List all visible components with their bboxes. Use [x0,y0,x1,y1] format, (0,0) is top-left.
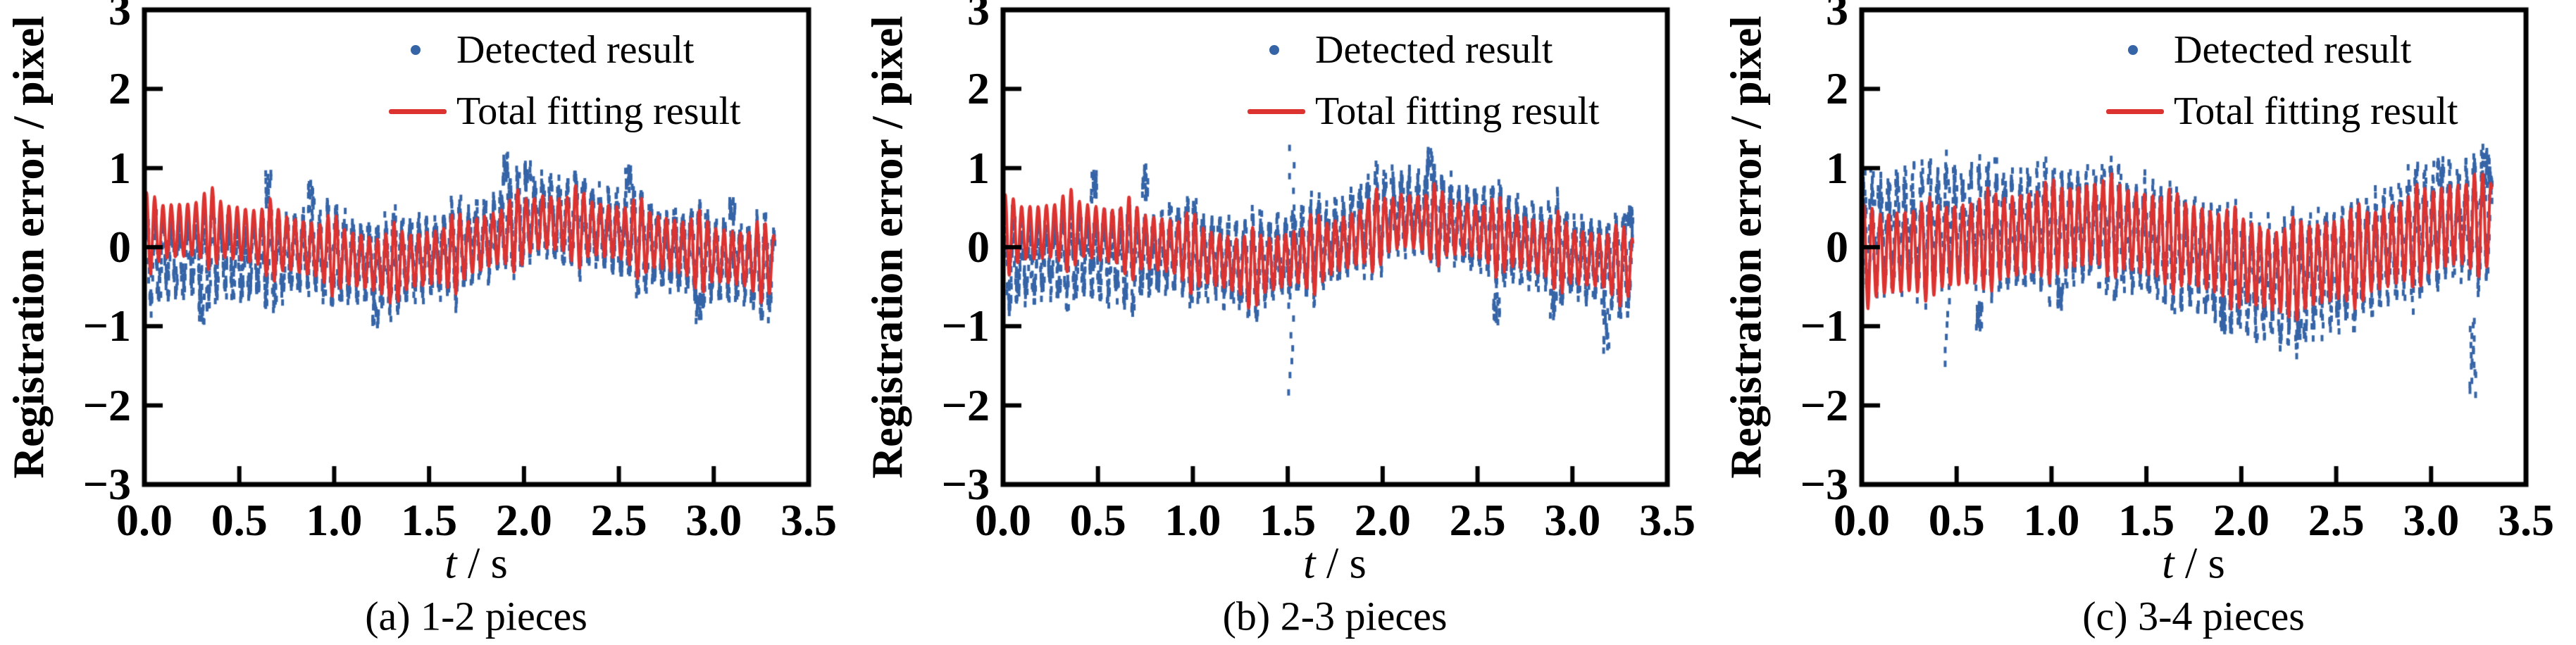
x-tick-label: 2.0 [1354,495,1411,545]
legend-label-detected: Detected result [2174,28,2412,72]
x-tick-label: 0.5 [1069,495,1126,545]
y-tick-label: −3 [1800,459,1848,509]
chart-panel-b: 3 2 1 0 −1 −2 −3 0.0 0.5 1.0 1.5 2.0 2.5 3.0 3.5 Regist… [859,0,1717,645]
y-tick-label: 2 [967,63,990,114]
y-tick-label: 0 [1826,222,1848,272]
x-tick-label: 3.0 [1544,495,1601,545]
chart-panel-c: 3 2 1 0 −1 −2 −3 0.0 0.5 1.0 1.5 2.0 2.5 3.0 3.5 Regist… [1717,0,2576,645]
x-axis-symbol: t [1303,539,1316,588]
y-tick-label: −1 [941,301,990,351]
y-tick-label: 1 [967,142,990,193]
y-tick-label: −1 [1800,301,1848,351]
x-tick-label: 2.5 [590,495,647,545]
x-axis-unit: / s [1315,539,1367,588]
y-axis-label: Registration error / pixel [5,15,54,479]
y-tick-label: 2 [108,63,131,114]
legend-label-fitting: Total fitting result [1315,89,1600,133]
x-tick-label: 1.0 [1164,495,1221,545]
y-tick-label: 2 [1826,63,1848,114]
plot-canvas [1717,0,2576,645]
y-tick-label: −2 [941,380,990,430]
y-tick-label: 1 [1826,142,1848,193]
y-tick-label: 1 [108,142,131,193]
x-tick-label: 3.5 [780,495,837,545]
subplot-caption: (b) 2-3 pieces [1222,593,1448,639]
x-axis-unit: / s [456,539,508,588]
x-tick-label: 1.5 [1259,495,1317,545]
x-tick-label: 2.5 [2308,495,2365,545]
legend-label-fitting: Total fitting result [456,89,741,133]
x-tick-label: 0.0 [116,495,173,545]
legend-label-fitting: Total fitting result [2174,89,2458,133]
legend-dot-marker [1269,45,1279,55]
y-tick-label: −1 [82,301,131,351]
x-tick-label: 2.0 [2213,495,2270,545]
x-tick-label: 1.0 [2023,495,2080,545]
y-tick-label: 3 [1826,0,1848,35]
x-tick-label: 1.0 [306,495,363,545]
y-axis-label: Registration error / pixel [1722,15,1771,479]
y-tick-label: 0 [967,222,990,272]
y-tick-label: 0 [108,222,131,272]
x-axis-label: t / s [2162,539,2225,589]
chart-panel-a: 3 2 1 0 −1 −2 −3 0.0 0.5 1.0 1.5 2.0 2.5 3.0 3.5 Regist… [0,0,859,645]
x-tick-label: 0.5 [1928,495,1985,545]
x-tick-label: 3.0 [685,495,742,545]
x-tick-label: 0.0 [1834,495,1890,545]
x-tick-label: 0.0 [975,495,1031,545]
x-tick-label: 2.5 [1449,495,1506,545]
legend-dot-marker [2128,45,2138,55]
x-axis-unit: / s [2174,539,2225,588]
x-axis-label: t / s [1303,539,1367,589]
x-axis-symbol: t [444,539,457,588]
y-tick-label: −2 [82,380,131,430]
y-tick-label: 3 [108,0,131,35]
y-tick-label: −2 [1800,380,1848,430]
legend-line-marker [1247,109,1305,114]
legend-label-detected: Detected result [456,28,695,72]
x-tick-label: 3.5 [1639,495,1695,545]
x-axis-label: t / s [444,539,508,589]
x-tick-label: 2.0 [495,495,552,545]
y-tick-label: −3 [941,459,990,509]
x-tick-label: 1.5 [401,495,458,545]
x-tick-label: 0.5 [211,495,268,545]
legend-line-marker [389,109,447,114]
y-tick-label: −3 [82,459,131,509]
plot-canvas [0,0,859,645]
x-axis-symbol: t [2162,539,2174,588]
y-axis-label: Registration error / pixel [864,15,912,479]
x-tick-label: 1.5 [2118,495,2175,545]
x-tick-label: 3.5 [2498,495,2554,545]
legend-line-marker [2106,109,2164,114]
legend-dot-marker [411,45,421,55]
y-tick-label: 3 [967,0,990,35]
subplot-caption: (c) 3-4 pieces [2082,593,2305,639]
subplot-caption: (a) 1-2 pieces [365,593,587,639]
plot-canvas [859,0,1717,645]
x-tick-label: 3.0 [2403,495,2460,545]
legend-label-detected: Detected result [1315,28,1553,72]
